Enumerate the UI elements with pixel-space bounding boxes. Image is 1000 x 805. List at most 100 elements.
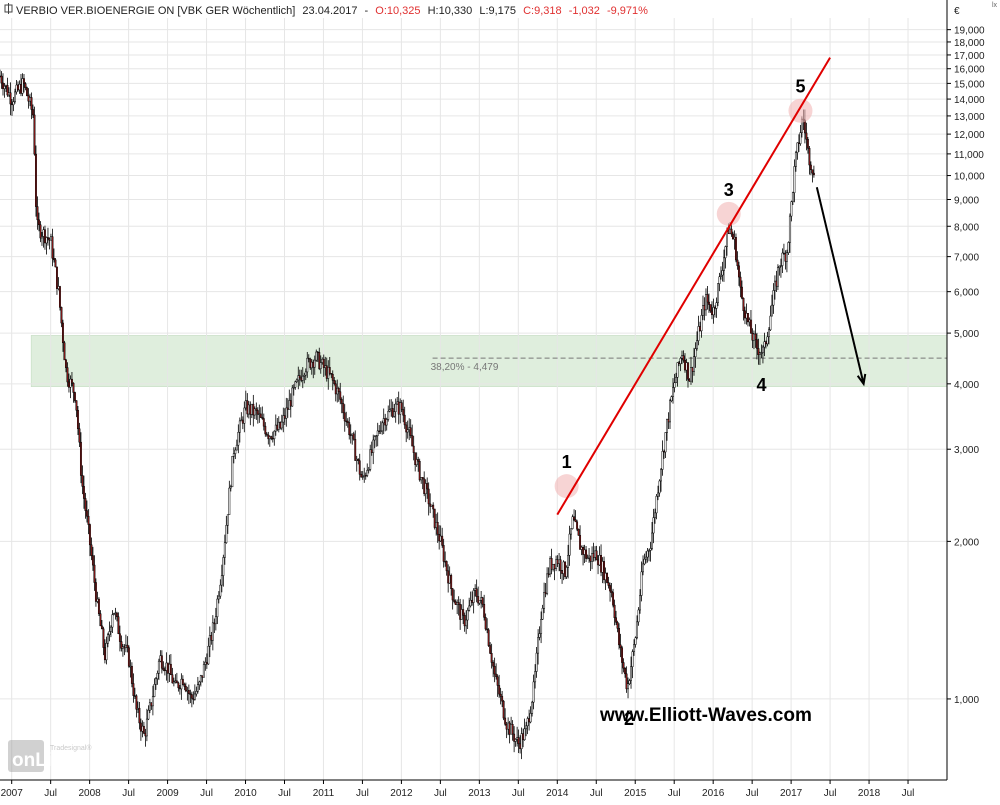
candle (489, 645, 492, 654)
candle (648, 550, 650, 552)
candle (604, 572, 607, 581)
candle (379, 430, 382, 432)
candle (88, 524, 91, 546)
wave-label-4: 4 (756, 375, 766, 395)
candle (700, 315, 703, 332)
candle (465, 619, 468, 627)
candle (696, 340, 698, 349)
candle (438, 533, 441, 542)
x-tick-label: 2009 (156, 788, 179, 799)
candle (45, 237, 48, 244)
candle (806, 138, 809, 149)
candle (114, 612, 117, 615)
candle (201, 675, 204, 678)
candle (778, 265, 781, 268)
watermark: onLine Tradesignal® (8, 740, 92, 772)
candle (118, 633, 121, 642)
candle (424, 483, 427, 495)
candle (585, 549, 588, 559)
candle (520, 733, 523, 750)
candle (717, 283, 719, 303)
candle (776, 267, 779, 287)
candle (376, 430, 379, 436)
candle (773, 280, 776, 291)
candle (672, 387, 674, 397)
site-label: www.Elliott-Waves.com (599, 705, 812, 726)
candle (772, 290, 775, 306)
candle (502, 700, 505, 719)
candle (153, 684, 156, 697)
candle (723, 257, 725, 271)
candle (169, 663, 172, 676)
candle (597, 559, 600, 566)
candle (558, 559, 561, 564)
candle (72, 382, 75, 393)
candle (129, 665, 132, 668)
candle (746, 313, 749, 323)
candle (36, 206, 39, 221)
candle (588, 555, 591, 559)
wave-label-3: 3 (724, 180, 734, 200)
candle (226, 514, 229, 526)
candle (681, 355, 683, 359)
candle (207, 645, 210, 665)
candle (243, 407, 246, 424)
candle (670, 396, 673, 401)
candle (294, 381, 297, 388)
candle (579, 535, 582, 550)
candle (490, 653, 493, 663)
candle (223, 542, 226, 558)
candle (532, 681, 535, 703)
candle (606, 572, 609, 583)
candle (82, 486, 85, 499)
corner-mark: lx (992, 2, 998, 9)
candle (367, 469, 370, 471)
candle (415, 459, 418, 466)
candle (738, 265, 740, 278)
candle (73, 392, 76, 401)
x-tick-label: 2016 (702, 788, 725, 799)
wave-label-1: 1 (562, 452, 572, 472)
candle (411, 435, 414, 447)
y-tick-label: 11,000 (954, 150, 984, 161)
candle (582, 546, 585, 555)
candle (150, 702, 153, 707)
candle (736, 259, 739, 267)
candle (14, 91, 16, 102)
candle (642, 563, 644, 573)
y-tick-label: 4,000 (954, 380, 979, 391)
candle (291, 387, 294, 407)
candle (268, 436, 271, 440)
candle (574, 519, 577, 523)
candle (79, 441, 82, 476)
candle (29, 97, 31, 102)
candle (429, 503, 432, 507)
candle (591, 553, 594, 562)
candle (598, 555, 601, 566)
candle (259, 413, 262, 418)
candle (427, 488, 430, 505)
x-axis: 2007 Jul 2008 Jul 2009 Jul 2010 Jul 2011 Jul 2012 J… (1, 780, 914, 799)
candle (432, 504, 435, 510)
candle (358, 460, 361, 475)
candle (391, 408, 394, 417)
candle (171, 674, 174, 684)
candle (775, 280, 778, 287)
candle (796, 142, 799, 153)
candle (84, 498, 87, 511)
candle (618, 628, 620, 646)
candle (106, 634, 109, 644)
candle (130, 665, 133, 684)
candle (679, 358, 682, 364)
candle (331, 373, 334, 381)
candle (35, 153, 37, 207)
candle (643, 558, 646, 565)
candle (621, 647, 623, 663)
candle (120, 641, 123, 649)
candle (474, 588, 477, 591)
candle (3, 86, 6, 89)
candle (189, 693, 192, 695)
candle (423, 478, 426, 495)
x-tick-label: Jul (512, 788, 525, 799)
candle (755, 339, 758, 349)
